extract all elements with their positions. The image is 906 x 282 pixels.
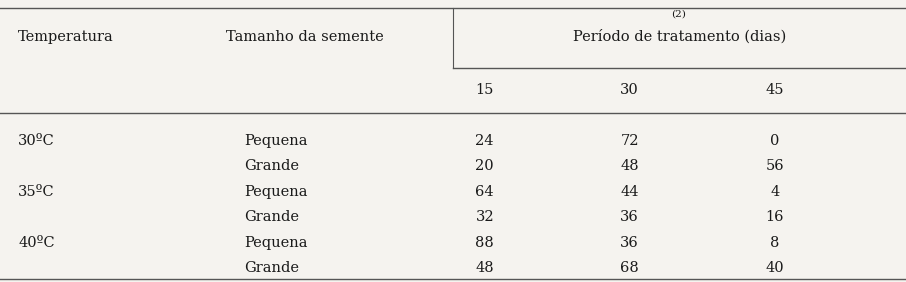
Text: 40: 40: [766, 261, 784, 275]
Text: 32: 32: [476, 210, 494, 224]
Text: 68: 68: [621, 261, 639, 275]
Text: 0: 0: [770, 134, 779, 148]
Text: 35ºC: 35ºC: [18, 185, 54, 199]
Text: 56: 56: [766, 159, 784, 173]
Text: 16: 16: [766, 210, 784, 224]
Text: Período de tratamento (dias): Período de tratamento (dias): [573, 30, 786, 44]
Text: Grande: Grande: [245, 261, 300, 275]
Text: 4: 4: [770, 185, 779, 199]
Text: (2): (2): [671, 10, 687, 19]
Text: 48: 48: [621, 159, 639, 173]
Text: 20: 20: [476, 159, 494, 173]
Text: 44: 44: [621, 185, 639, 199]
Text: Tamanho da semente: Tamanho da semente: [226, 30, 384, 44]
Text: 8: 8: [770, 235, 779, 250]
Text: Pequena: Pequena: [245, 185, 308, 199]
Text: Pequena: Pequena: [245, 235, 308, 250]
Text: Grande: Grande: [245, 159, 300, 173]
Text: 24: 24: [476, 134, 494, 148]
Text: 36: 36: [621, 210, 639, 224]
Text: Grande: Grande: [245, 210, 300, 224]
Text: Pequena: Pequena: [245, 134, 308, 148]
Text: 88: 88: [476, 235, 494, 250]
Text: 15: 15: [476, 83, 494, 97]
Text: 64: 64: [476, 185, 494, 199]
Text: 72: 72: [621, 134, 639, 148]
Text: 45: 45: [766, 83, 784, 97]
Text: 48: 48: [476, 261, 494, 275]
Text: 40ºC: 40ºC: [18, 235, 54, 250]
Text: 30: 30: [621, 83, 639, 97]
Text: Temperatura: Temperatura: [18, 30, 114, 44]
Text: 36: 36: [621, 235, 639, 250]
Text: 30ºC: 30ºC: [18, 134, 55, 148]
